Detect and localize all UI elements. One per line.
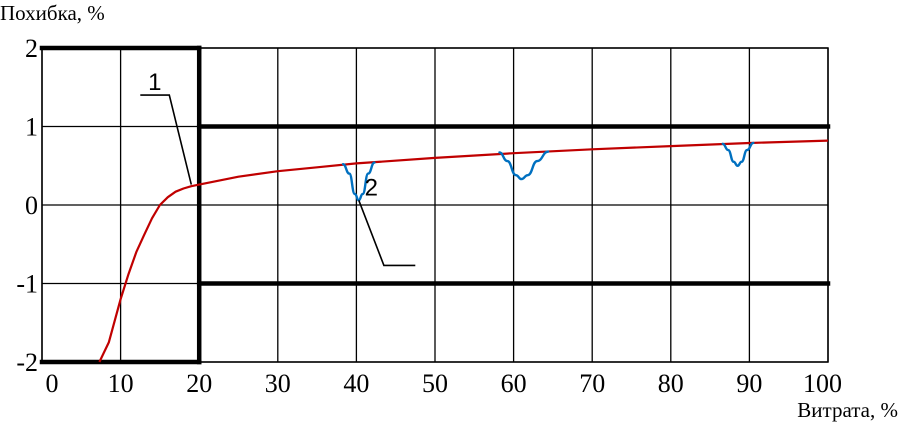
x-tick-label: 90 — [736, 369, 762, 398]
y-tick-label: -1 — [16, 270, 38, 299]
x-tick-label: 20 — [186, 369, 212, 398]
y-tick-label: 1 — [25, 113, 38, 142]
series-2-dip — [341, 161, 376, 202]
annotation-label: 1 — [148, 69, 161, 96]
x-tick-label: 100 — [803, 369, 842, 398]
x-axis-title: Витрата, % — [797, 398, 898, 422]
series-2-dip — [721, 141, 755, 167]
y-tick-labels: 2 1 0 -1 -2 — [16, 34, 38, 377]
annotation-leader — [358, 200, 416, 267]
x-tick-label: 30 — [265, 369, 291, 398]
annotation-2: 2 — [358, 174, 416, 267]
x-tick-labels: 0 10 20 30 40 50 60 70 80 90 100 — [46, 369, 843, 398]
x-tick-label: 40 — [343, 369, 369, 398]
x-tick-label: 50 — [422, 369, 448, 398]
x-tick-label: 0 — [46, 369, 59, 398]
annotation-1: 1 — [140, 69, 193, 185]
series-1 — [98, 139, 829, 363]
series-1-line — [98, 139, 829, 363]
y-tick-label: -2 — [16, 348, 38, 377]
x-tick-label: 60 — [501, 369, 527, 398]
annotation-label: 2 — [365, 174, 378, 201]
limit-lines — [39, 45, 831, 365]
series-2-dip — [498, 150, 550, 181]
y-axis-title: Похибка, % — [0, 1, 105, 25]
annotation-leader — [140, 94, 193, 185]
series-2 — [341, 141, 755, 202]
y-tick-label: 2 — [25, 34, 38, 63]
x-tick-label: 10 — [108, 369, 134, 398]
x-tick-label: 80 — [658, 369, 684, 398]
y-tick-label: 0 — [25, 191, 38, 220]
x-tick-label: 70 — [579, 369, 605, 398]
plot-border — [41, 47, 829, 363]
